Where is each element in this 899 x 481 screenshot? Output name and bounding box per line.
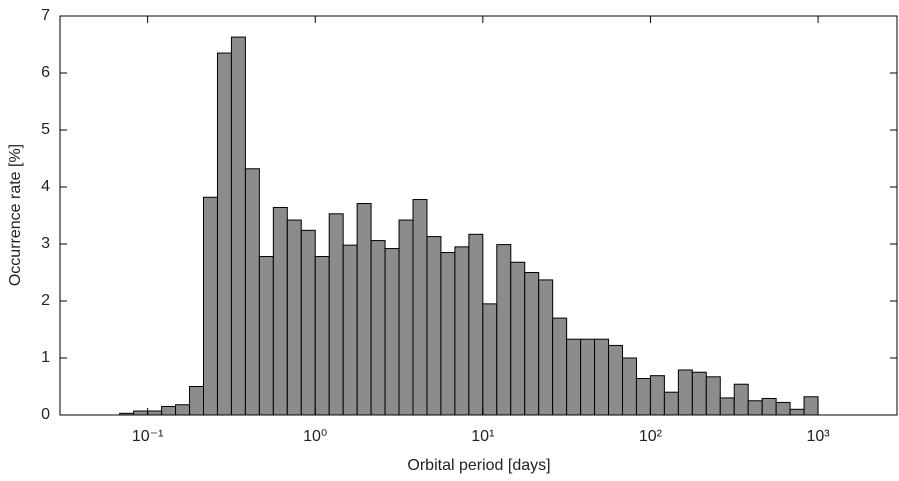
bar <box>566 338 582 416</box>
bar <box>622 357 637 416</box>
bar <box>258 256 274 416</box>
bar <box>580 338 596 416</box>
y-tick-label: 0 <box>41 406 50 423</box>
bar <box>244 168 260 416</box>
y-tick-label: 2 <box>41 292 50 309</box>
x-axis-label: Orbital period [days] <box>407 457 550 474</box>
bar <box>733 383 749 416</box>
bar <box>370 240 386 416</box>
bar <box>649 375 665 416</box>
y-tick-label: 6 <box>41 64 50 81</box>
bar <box>594 338 610 416</box>
bar <box>328 213 344 416</box>
bar <box>342 244 358 416</box>
bar <box>440 252 456 416</box>
bar <box>230 36 246 416</box>
bar <box>747 400 763 416</box>
x-tick-label: 10⁰ <box>303 428 327 445</box>
bar <box>426 236 442 416</box>
bar <box>705 376 721 416</box>
bar <box>314 256 330 416</box>
y-axis-label: Occurrence rate [%] <box>7 144 24 286</box>
bar <box>202 196 218 416</box>
bar <box>524 272 540 416</box>
x-tick-label: 10³ <box>806 428 830 445</box>
bar <box>161 405 177 416</box>
bar <box>468 233 484 416</box>
bar <box>677 369 693 416</box>
bar <box>286 219 302 416</box>
bar <box>719 397 735 416</box>
bar <box>691 371 707 416</box>
bar <box>789 408 805 416</box>
bar <box>147 410 163 416</box>
bar <box>398 219 414 416</box>
bar <box>608 344 624 416</box>
bar <box>412 199 428 416</box>
bar <box>300 229 316 416</box>
bar <box>803 396 819 416</box>
bar <box>175 404 191 416</box>
bar <box>510 261 526 416</box>
bar <box>133 410 149 416</box>
bar <box>663 391 679 416</box>
bar <box>384 248 400 416</box>
y-tick-label: 5 <box>41 121 50 138</box>
bar <box>496 244 512 416</box>
bar <box>272 207 288 416</box>
bar <box>482 303 498 416</box>
bar <box>538 279 554 416</box>
plot-frame <box>59 15 898 416</box>
x-tick-label: 10⁻¹ <box>132 428 164 445</box>
bar <box>216 52 232 416</box>
y-tick-label: 3 <box>41 235 50 252</box>
bar <box>635 378 651 416</box>
bar <box>761 397 777 416</box>
y-tick-label: 7 <box>41 7 50 24</box>
y-tick-label: 1 <box>41 349 50 366</box>
bar <box>775 401 791 416</box>
bar <box>454 246 470 416</box>
x-tick-label: 10¹ <box>471 428 494 445</box>
bar <box>552 317 568 416</box>
x-tick-label: 10² <box>639 428 663 445</box>
bar <box>356 203 372 416</box>
y-tick-label: 4 <box>41 178 50 195</box>
bar <box>189 386 204 416</box>
